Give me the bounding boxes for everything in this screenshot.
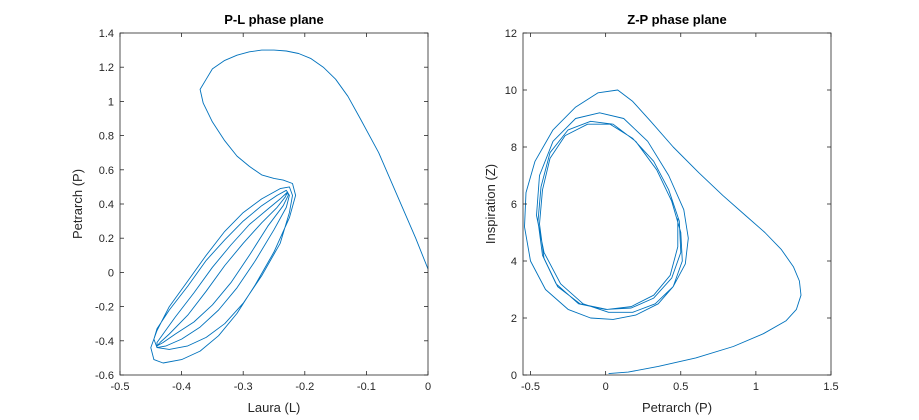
y-tick-label: 0.4	[99, 199, 114, 211]
y-tick-label: 0	[108, 267, 114, 279]
y-tick-label: 0.6	[99, 165, 114, 177]
x-tick-label: -0.5	[111, 381, 130, 393]
y-tick-label: 1.2	[99, 62, 114, 74]
y-tick-label: 6	[511, 199, 517, 211]
x-ticks-left: -0.5 -0.4 -0.3 -0.2 -0.1 0	[111, 33, 431, 393]
x-tick-label: 1	[753, 381, 759, 393]
x-tick-label: -0.5	[521, 381, 540, 393]
y-tick-label: -0.4	[95, 336, 114, 348]
x-tick-label: 0.5	[673, 381, 688, 393]
y-axis-label-right: Inspiration (Z)	[483, 164, 498, 244]
y-tick-label: -0.6	[95, 370, 114, 382]
plot-area-right	[523, 33, 831, 375]
y-tick-label: 1	[108, 96, 114, 108]
y-tick-label: 2	[511, 313, 517, 325]
x-tick-label: -0.3	[234, 381, 253, 393]
y-tick-label: -0.2	[95, 302, 114, 314]
y-tick-label: 4	[511, 256, 517, 268]
panel-p-l-phase-plane: -0.5 -0.4 -0.3 -0.2 -0.1 0 -0.6 -0.4 -0.2 0 0.2 0.…	[70, 12, 431, 415]
chart-title-left: P-L phase plane	[224, 12, 323, 27]
x-ticks-right: -0.5 0 0.5 1 1.5	[521, 33, 839, 393]
x-tick-label: 0	[425, 381, 431, 393]
y-ticks-right: 0 2 4 6 8 10 12	[505, 28, 831, 382]
trajectory-p-l	[150, 49, 429, 364]
x-tick-label: 1.5	[823, 381, 838, 393]
y-tick-label: 8	[511, 142, 517, 154]
y-tick-label: 0	[511, 370, 517, 382]
panel-z-p-phase-plane: -0.5 0 0.5 1 1.5 0 2 4 6 8 10 12 Z-P phase plane P…	[483, 12, 839, 415]
y-tick-label: 10	[505, 85, 517, 97]
trajectory-z-p	[524, 89, 802, 375]
y-axis-label-left: Petrarch (P)	[70, 169, 85, 239]
y-tick-label: 0.2	[99, 233, 114, 245]
x-tick-label: 0	[603, 381, 609, 393]
y-tick-label: 1.4	[99, 28, 114, 40]
x-axis-label-right: Petrarch (P)	[642, 400, 712, 415]
x-tick-label: -0.4	[172, 381, 191, 393]
chart-title-right: Z-P phase plane	[627, 12, 726, 27]
y-ticks-left: -0.6 -0.4 -0.2 0 0.2 0.4 0.6 0.8 1 1.2 1.4	[95, 28, 428, 382]
y-tick-label: 12	[505, 28, 517, 40]
x-axis-label-left: Laura (L)	[248, 400, 301, 415]
x-tick-label: -0.2	[295, 381, 314, 393]
y-tick-label: 0.8	[99, 131, 114, 143]
x-tick-label: -0.1	[357, 381, 376, 393]
